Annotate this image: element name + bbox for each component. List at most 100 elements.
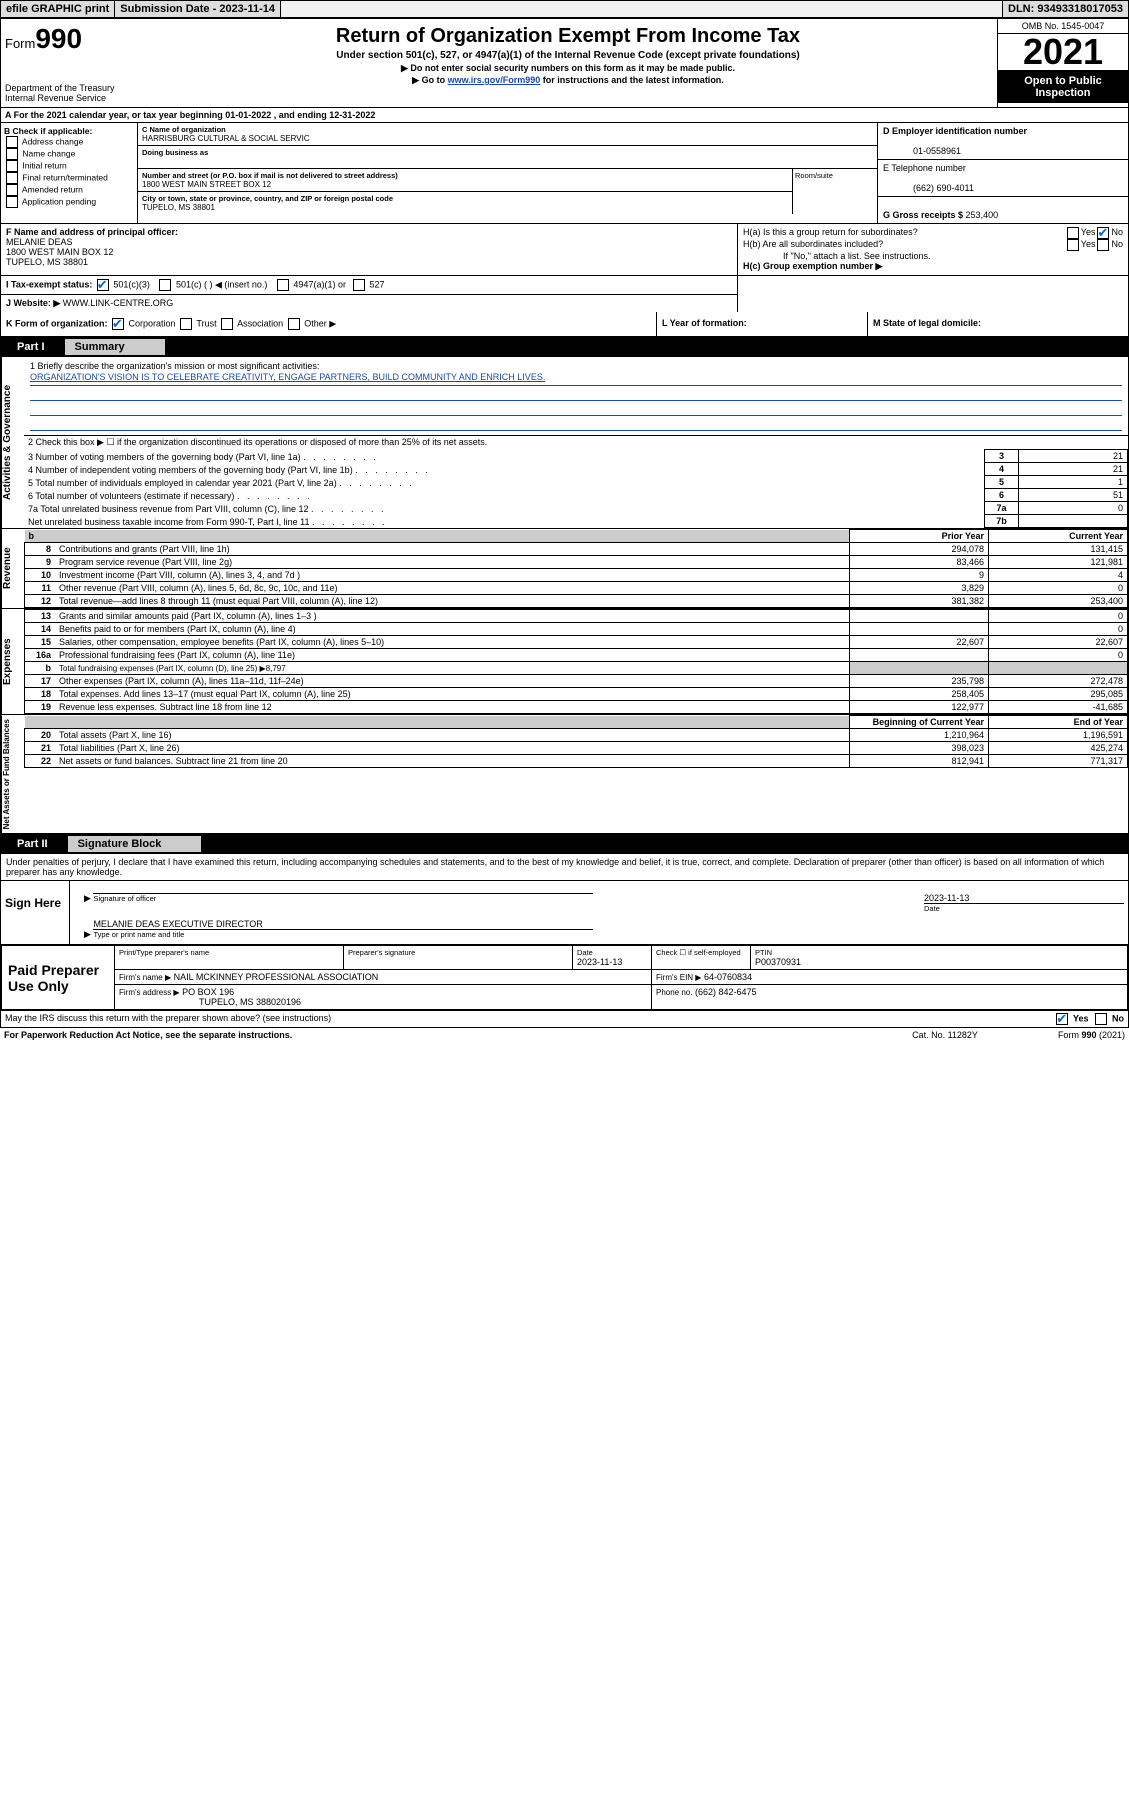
- revenue-table: bPrior YearCurrent Year 8Contributions a…: [24, 529, 1128, 608]
- chk-hb-no[interactable]: [1097, 239, 1109, 251]
- table-row: 8Contributions and grants (Part VIII, li…: [25, 543, 1128, 556]
- chk-other[interactable]: [288, 318, 300, 330]
- chk-527[interactable]: [353, 279, 365, 291]
- form-header: Form990 Department of the Treasury Inter…: [1, 19, 1128, 108]
- section-bcdefg: B Check if applicable: Address change Na…: [1, 123, 1128, 224]
- chk-amended[interactable]: [6, 184, 18, 196]
- perjury-text: Under penalties of perjury, I declare th…: [1, 854, 1128, 881]
- chk-discuss-yes[interactable]: [1056, 1013, 1068, 1025]
- form-title: Return of Organization Exempt From Incom…: [147, 25, 989, 48]
- dln: DLN: 93493318017053: [1002, 1, 1128, 17]
- chk-assoc[interactable]: [221, 318, 233, 330]
- chk-pending[interactable]: [6, 196, 18, 208]
- submission-date: Submission Date - 2023-11-14: [115, 1, 281, 17]
- tab-revenue: Revenue: [1, 529, 24, 608]
- ein: 01-0558961: [883, 146, 961, 156]
- paid-preparer-table: Paid Preparer Use Only Print/Type prepar…: [1, 945, 1128, 1010]
- ptin: P00370931: [755, 957, 1123, 967]
- chk-initial-return[interactable]: [6, 160, 18, 172]
- open-public-badge: Open to Public Inspection: [998, 71, 1128, 103]
- org-name: HARRISBURG CULTURAL & SOCIAL SERVIC: [142, 134, 310, 143]
- line-a: A For the 2021 calendar year, or tax yea…: [1, 108, 1128, 123]
- table-row: 17Other expenses (Part IX, column (A), l…: [25, 675, 1128, 688]
- mission-block: 1 Briefly describe the organization's mi…: [24, 357, 1128, 436]
- dept-label: Department of the Treasury: [5, 83, 135, 93]
- table-row: 18Total expenses. Add lines 13–17 (must …: [25, 688, 1128, 701]
- form-container: Form990 Department of the Treasury Inter…: [0, 18, 1129, 1028]
- expenses-table: 13Grants and similar amounts paid (Part …: [24, 609, 1128, 714]
- sign-here-label: Sign Here: [1, 881, 69, 944]
- topbar: efile GRAPHIC print Submission Date - 20…: [0, 0, 1129, 18]
- governance-table: 2 Check this box ▶ ☐ if the organization…: [24, 436, 1128, 528]
- chk-501c3[interactable]: [97, 279, 109, 291]
- chk-corp[interactable]: [112, 318, 124, 330]
- irs-link[interactable]: www.irs.gov/Form990: [448, 75, 541, 85]
- table-row: 22Net assets or fund balances. Subtract …: [25, 755, 1128, 768]
- chk-final-return[interactable]: [6, 172, 18, 184]
- chk-name-change[interactable]: [6, 148, 18, 160]
- box-c: C Name of organizationHARRISBURG CULTURA…: [138, 123, 878, 223]
- gross-receipts: 253,400: [966, 210, 999, 220]
- lines-ij: I Tax-exempt status: 501(c)(3) 501(c) ( …: [1, 276, 1128, 312]
- table-row: 13Grants and similar amounts paid (Part …: [25, 610, 1128, 623]
- firm-name: NAIL MCKINNEY PROFESSIONAL ASSOCIATION: [174, 972, 379, 982]
- box-b: B Check if applicable: Address change Na…: [1, 123, 138, 223]
- line-j: J Website: ▶ WWW.LINK-CENTRE.ORG: [1, 295, 737, 312]
- org-address: 1800 WEST MAIN STREET BOX 12: [142, 180, 271, 189]
- tax-year: 2021: [998, 34, 1128, 71]
- net-assets-section: Net Assets or Fund Balances Beginning of…: [1, 715, 1128, 834]
- irs-label: Internal Revenue Service: [5, 93, 135, 103]
- section-fh: F Name and address of principal officer:…: [1, 224, 1128, 276]
- officer-name: MELANIE DEAS EXECUTIVE DIRECTOR: [93, 919, 593, 929]
- box-h: H(a) Is this a group return for subordin…: [738, 224, 1128, 275]
- discuss-row: May the IRS discuss this return with the…: [1, 1010, 1128, 1027]
- chk-ha-yes[interactable]: [1067, 227, 1079, 239]
- org-city: TUPELO, MS 38801: [142, 203, 215, 212]
- tab-net-assets: Net Assets or Fund Balances: [1, 715, 24, 833]
- part1-header: Part I Summary: [1, 337, 1128, 357]
- firm-phone: (662) 842-6475: [695, 987, 757, 997]
- tab-governance: Activities & Governance: [1, 357, 24, 528]
- part2-header: Part II Signature Block: [1, 834, 1128, 854]
- expenses-section: Expenses 13Grants and similar amounts pa…: [1, 609, 1128, 715]
- page-footer: For Paperwork Reduction Act Notice, see …: [0, 1028, 1129, 1042]
- revenue-section: Revenue bPrior YearCurrent Year 8Contrib…: [1, 529, 1128, 609]
- website: WWW.LINK-CENTRE.ORG: [63, 298, 174, 308]
- tab-expenses: Expenses: [1, 609, 24, 714]
- table-row: 14Benefits paid to or for members (Part …: [25, 623, 1128, 636]
- chk-4947[interactable]: [277, 279, 289, 291]
- table-row: 10Investment income (Part VIII, column (…: [25, 569, 1128, 582]
- chk-501c[interactable]: [159, 279, 171, 291]
- phone: (662) 690-4011: [883, 183, 974, 193]
- table-row: 20Total assets (Part X, line 16)1,210,96…: [25, 729, 1128, 742]
- table-row: 15Salaries, other compensation, employee…: [25, 636, 1128, 649]
- mission-text: ORGANIZATION'S VISION IS TO CELEBRATE CR…: [30, 371, 1122, 386]
- table-row: 21Total liabilities (Part X, line 26)398…: [25, 742, 1128, 755]
- chk-hb-yes[interactable]: [1067, 239, 1079, 251]
- line-m: M State of legal domicile:: [868, 312, 1128, 336]
- chk-ha-no[interactable]: [1097, 227, 1109, 239]
- table-row: 19Revenue less expenses. Subtract line 1…: [25, 701, 1128, 714]
- form-subtitle: Under section 501(c), 527, or 4947(a)(1)…: [147, 50, 989, 61]
- form-number: Form990: [5, 23, 135, 55]
- line-i: I Tax-exempt status: 501(c)(3) 501(c) ( …: [1, 276, 737, 295]
- table-row: bTotal fundraising expenses (Part IX, co…: [25, 662, 1128, 675]
- table-row: 9Program service revenue (Part VIII, lin…: [25, 556, 1128, 569]
- line-k: K Form of organization: Corporation Trus…: [1, 312, 657, 336]
- governance-section: Activities & Governance 1 Briefly descri…: [1, 357, 1128, 529]
- chk-address-change[interactable]: [6, 136, 18, 148]
- box-deg: D Employer identification number01-05589…: [878, 123, 1128, 223]
- table-row: 16aProfessional fundraising fees (Part I…: [25, 649, 1128, 662]
- line-klm: K Form of organization: Corporation Trus…: [1, 312, 1128, 337]
- chk-trust[interactable]: [180, 318, 192, 330]
- table-row: 11Other revenue (Part VIII, column (A), …: [25, 582, 1128, 595]
- efile-label[interactable]: efile GRAPHIC print: [1, 1, 115, 17]
- firm-ein: 64-0760834: [704, 972, 752, 982]
- instructions-link-line: ▶ Go to www.irs.gov/Form990 for instruct…: [147, 75, 989, 86]
- ssn-note: ▶ Do not enter social security numbers o…: [147, 63, 989, 74]
- line-l: L Year of formation:: [657, 312, 868, 336]
- net-assets-table: Beginning of Current YearEnd of Year 20T…: [24, 715, 1128, 768]
- chk-discuss-no[interactable]: [1095, 1013, 1107, 1025]
- box-f: F Name and address of principal officer:…: [1, 224, 738, 275]
- sign-here-block: Sign Here ▶ Signature of officer 2023-11…: [1, 881, 1128, 945]
